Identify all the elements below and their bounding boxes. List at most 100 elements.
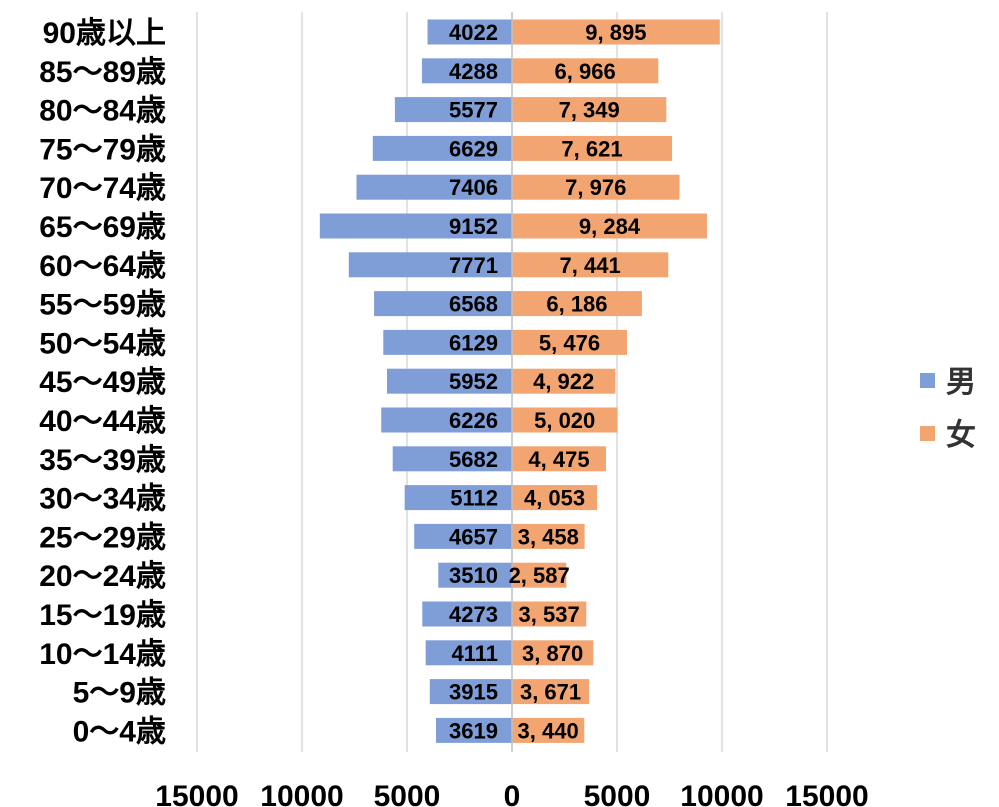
category-label: 25～29歳 — [39, 521, 166, 554]
data-label-male: 5112 — [450, 486, 498, 511]
data-label-female: 7, 441 — [560, 253, 621, 278]
data-label-male: 7771 — [449, 253, 498, 278]
bar-female — [512, 446, 606, 472]
data-label-male: 3510 — [449, 563, 498, 588]
category-label: 35～39歳 — [39, 444, 166, 477]
category-label: 65～69歳 — [39, 211, 166, 244]
bar-male — [319, 213, 512, 239]
data-label-male: 4288 — [449, 59, 498, 84]
bar-female — [512, 97, 667, 123]
data-label-female: 7, 349 — [559, 98, 620, 123]
category-label: 75～79歳 — [39, 133, 166, 166]
x-tick-label: 10000 — [680, 780, 763, 807]
category-label: 0～4歳 — [73, 715, 166, 748]
data-label-female: 4, 922 — [533, 369, 594, 394]
legend: 男女 — [920, 366, 976, 452]
data-label-female: 5, 020 — [534, 408, 595, 433]
bar-male — [438, 562, 512, 588]
bar-male — [421, 58, 512, 84]
bar-male — [427, 19, 512, 45]
category-label: 70～74歳 — [39, 172, 166, 205]
data-label-male: 5682 — [449, 447, 498, 472]
data-label-female: 9, 895 — [585, 20, 646, 45]
bar-male — [425, 640, 512, 666]
category-label: 30～34歳 — [39, 483, 166, 516]
category-label: 20～24歳 — [39, 560, 166, 593]
legend-swatch — [920, 373, 935, 388]
data-label-female: 3, 537 — [519, 602, 580, 627]
data-label-female: 6, 966 — [555, 59, 616, 84]
data-label-male: 4657 — [449, 524, 498, 549]
data-label-male: 7406 — [449, 175, 498, 200]
bar-male — [394, 97, 512, 123]
data-label-female: 4, 475 — [528, 447, 589, 472]
bar-female — [512, 485, 598, 511]
bar-female — [512, 407, 618, 433]
bar-female — [512, 174, 680, 200]
category-label: 55～59歳 — [39, 289, 166, 322]
bar-male — [404, 485, 512, 511]
x-tick-label: 15000 — [155, 780, 238, 807]
x-tick-label: 15000 — [785, 780, 868, 807]
bar-male — [383, 329, 512, 355]
data-label-female: 3, 671 — [520, 680, 581, 705]
bar-female — [512, 717, 585, 743]
bar-female — [512, 252, 669, 278]
data-label-female: 7, 976 — [565, 175, 626, 200]
category-label: 80～84歳 — [39, 95, 166, 128]
data-label-male: 4022 — [449, 20, 498, 45]
data-labels: 4022 9, 895 4288 6, 966 5577 7, 349 6629 7, 621… — [449, 20, 646, 743]
bar-female — [512, 213, 707, 239]
x-tick-labels: 15000 10000 5000 0 5000 10000 15000 — [155, 780, 868, 807]
bar-female — [512, 523, 585, 549]
bar-female — [512, 58, 659, 84]
data-label-male: 3619 — [449, 718, 498, 743]
bar-female — [512, 640, 594, 666]
x-tick-label: 0 — [504, 780, 521, 807]
data-label-female: 4, 053 — [524, 486, 585, 511]
x-tick-label: 5000 — [374, 780, 441, 807]
bar-female — [512, 562, 567, 588]
data-label-male: 6629 — [449, 136, 498, 161]
data-label-female: 3, 870 — [522, 641, 583, 666]
legend-swatch — [920, 426, 935, 441]
bar-male — [429, 679, 512, 705]
category-labels: 90歳以上 85～89歳 80～84歳 75～79歳 70～74歳 65～69歳 60～64… — [39, 17, 166, 748]
legend-label: 男 — [946, 366, 976, 399]
data-label-male: 3915 — [449, 680, 498, 705]
bar-male — [387, 368, 512, 394]
data-label-female: 5, 476 — [539, 330, 600, 355]
data-label-male: 6568 — [449, 292, 498, 317]
data-label-female: 6, 186 — [546, 292, 607, 317]
x-tick-label: 5000 — [584, 780, 651, 807]
category-label: 90歳以上 — [43, 17, 166, 50]
category-label: 5～9歳 — [73, 677, 166, 710]
category-label: 10～14歳 — [39, 638, 166, 671]
bar-male — [348, 252, 512, 278]
bar-female — [512, 291, 642, 317]
bar-female — [512, 135, 673, 161]
data-label-male: 6129 — [449, 330, 498, 355]
data-label-female: 2, 587 — [509, 563, 570, 588]
bar-female — [512, 368, 616, 394]
bar-male — [392, 446, 512, 472]
bar-female — [512, 19, 720, 45]
category-label: 40～44歳 — [39, 405, 166, 438]
x-tick-label: 10000 — [260, 780, 343, 807]
data-label-male: 6226 — [449, 408, 498, 433]
data-label-male: 9152 — [449, 214, 498, 239]
bar-male — [381, 407, 512, 433]
data-label-female: 3, 440 — [518, 718, 579, 743]
legend-label: 女 — [946, 418, 976, 452]
category-label: 15～19歳 — [39, 599, 166, 632]
bar-male — [414, 523, 512, 549]
bar-female — [512, 679, 590, 705]
category-label: 50～54歳 — [39, 327, 166, 360]
category-label: 85～89歳 — [39, 56, 166, 89]
bar-female — [512, 601, 587, 627]
data-label-male: 5952 — [449, 369, 498, 394]
data-label-male: 4111 — [451, 641, 498, 666]
data-label-female: 9, 284 — [579, 214, 641, 239]
bar-male — [372, 135, 512, 161]
